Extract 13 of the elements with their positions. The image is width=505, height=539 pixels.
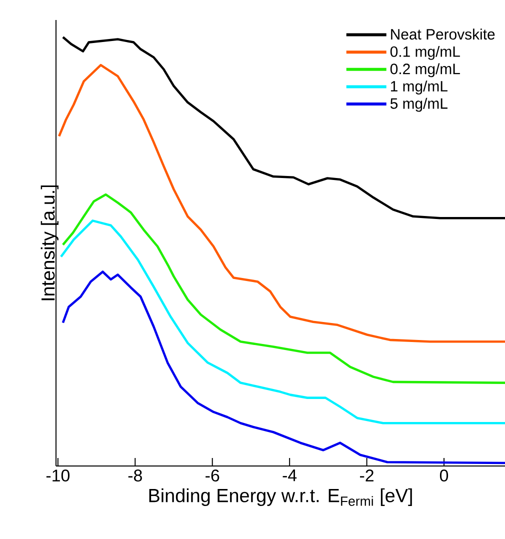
x-tick-label: -2 xyxy=(360,470,374,482)
x-tick-label: -4 xyxy=(282,470,297,482)
legend-label: 0.2 mg/mL xyxy=(390,63,460,78)
legend-label: Neat Perovskite xyxy=(391,28,495,40)
legend-label: 5 mg/mL xyxy=(390,98,448,112)
y-axis-title: Intensity [a.u.] xyxy=(40,185,58,300)
x-axis-title: Binding Energy w.r.t. E$_{Fermi}$ [eV] xyxy=(149,488,412,506)
x-tick-label: -10 xyxy=(46,470,70,482)
x-tick-label: -8 xyxy=(128,470,142,482)
legend-label: 1 mg/mL xyxy=(390,80,448,94)
x-tick-label: 0 xyxy=(440,470,448,482)
legend-label: 0.1 mg/mL xyxy=(390,46,460,60)
x-tick-label: -6 xyxy=(206,470,220,482)
